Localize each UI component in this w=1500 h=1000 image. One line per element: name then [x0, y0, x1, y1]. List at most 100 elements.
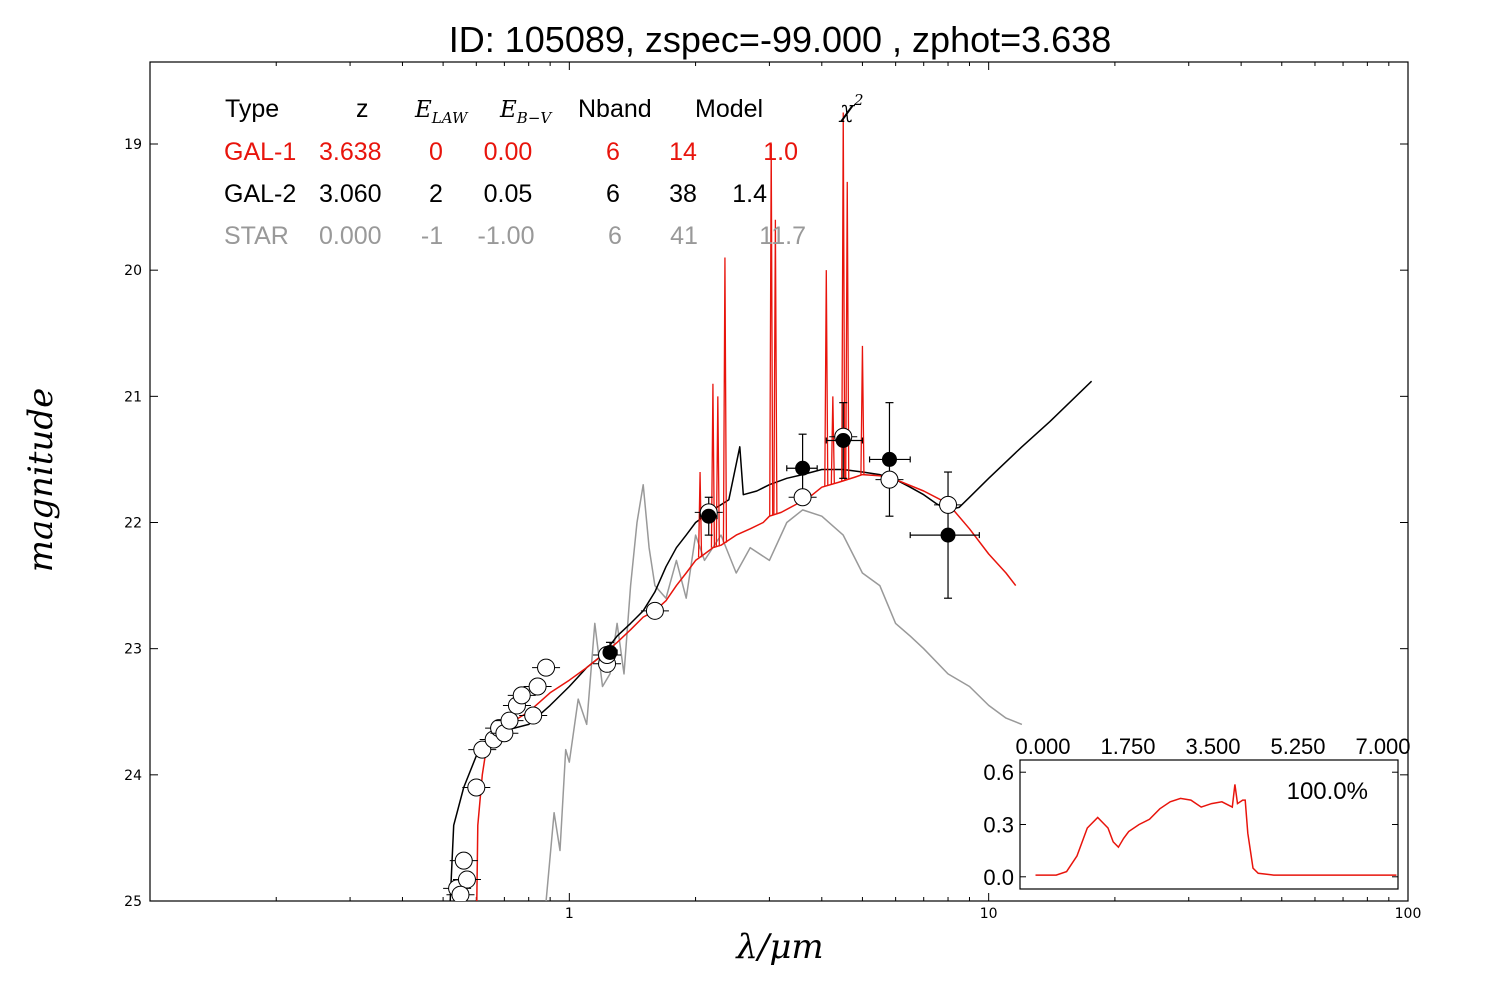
emission-line: [773, 219, 778, 515]
model-point: [793, 488, 812, 507]
y-tick-label: 23: [124, 642, 142, 658]
header-ebv: EB−V: [499, 97, 553, 127]
model-point: [454, 851, 473, 870]
model-point: [645, 601, 664, 620]
model-point: [473, 740, 492, 759]
inset-annotation: 100.0%: [1287, 778, 1368, 805]
table-row-star: STAR 0.000 -1 -1.00 6 41 11.7: [224, 222, 806, 250]
model-point: [528, 677, 547, 696]
emission-line: [824, 270, 829, 486]
model-point: [467, 778, 486, 797]
row-model: 14: [669, 138, 697, 166]
row-nband: 6: [608, 222, 622, 250]
emission-line: [769, 144, 774, 516]
row-type: GAL-2: [224, 180, 296, 208]
observed-point-marker: [835, 432, 851, 448]
inset-x-tick-label: 7.000: [1355, 734, 1410, 759]
row-elaw: -1: [421, 222, 443, 250]
inset-y-tick-label: 0.0: [983, 865, 1014, 890]
row-nband: 6: [606, 138, 620, 166]
inset-x-tick-label: 5.250: [1270, 734, 1325, 759]
table-row-gal1: GAL-1 3.638 0 0.00 6 14 1.0: [224, 138, 798, 166]
header-z: z: [356, 95, 369, 123]
row-ebv: -1.00: [478, 222, 535, 250]
observed-point-marker: [881, 451, 897, 467]
header-model: Model: [695, 95, 763, 123]
row-model: 38: [669, 180, 697, 208]
observed-point-marker: [940, 527, 956, 543]
model-point: [451, 885, 470, 901]
row-model: 41: [670, 222, 698, 250]
row-type: GAL-1: [224, 138, 296, 166]
observed-point-marker: [701, 508, 717, 524]
header-chi-main: χ: [838, 97, 856, 123]
emission-line: [841, 112, 846, 481]
row-z: 3.638: [319, 138, 382, 166]
row-chi2: 1.0: [763, 138, 798, 166]
inset-x-tick-label: 3.500: [1185, 734, 1240, 759]
model-point: [880, 470, 899, 489]
fit-results-table: Type z ELAW EB−V Nband Model χ2 GAL-1 3.…: [224, 91, 863, 250]
emission-line: [845, 181, 850, 480]
header-ebv-sub: B−V: [516, 109, 554, 127]
y-tick-label: 24: [124, 768, 142, 784]
emission-line: [860, 345, 865, 475]
emission-line: [722, 257, 728, 543]
row-ebv: 0.00: [484, 138, 533, 166]
model-point: [457, 870, 476, 889]
observed-point-marker: [795, 460, 811, 476]
inset-curve: [1035, 784, 1397, 876]
row-type: STAR: [224, 222, 289, 250]
row-nband: 6: [606, 180, 620, 208]
row-chi2: 1.4: [732, 180, 767, 208]
inset-y-tick-label: 0.6: [983, 760, 1014, 785]
header-chi2: χ2: [838, 91, 863, 123]
model-point: [537, 658, 556, 677]
header-chi-sup: 2: [853, 91, 864, 109]
x-tick-label: 1: [565, 906, 574, 922]
x-tick-label: 10: [980, 906, 998, 922]
row-z: 3.060: [319, 180, 382, 208]
row-elaw: 0: [429, 138, 443, 166]
emission-line: [830, 396, 835, 485]
x-tick-label: 100: [1395, 906, 1422, 922]
inset-x-tick-label: 0.000: [1015, 734, 1070, 759]
y-axis-label: magnitude: [21, 388, 61, 573]
header-ebv-main: E: [499, 97, 517, 123]
model-point: [524, 706, 543, 725]
table-row-gal2: GAL-2 3.060 2 0.05 6 38 1.4: [224, 180, 767, 208]
y-tick-label: 22: [124, 516, 142, 532]
figure-title: ID: 105089, zspec=-99.000 , zphot=3.638: [449, 19, 1111, 60]
emission-line: [697, 472, 703, 558]
model-point: [939, 495, 958, 514]
y-tick-label: 19: [124, 137, 142, 153]
header-elaw: ELAW: [414, 97, 469, 127]
row-z: 0.000: [319, 222, 382, 250]
header-elaw-sub: LAW: [431, 109, 469, 127]
emission-line: [710, 383, 716, 548]
y-tick-label: 21: [124, 389, 142, 405]
y-tick-label: 20: [124, 263, 142, 279]
pdz-inset: 0.000 1.750 3.500 5.250 7.000 0.0 0.3 0.6 100.0…: [983, 734, 1410, 890]
inset-frame: [1019, 759, 1399, 890]
header-type: Type: [225, 95, 279, 123]
inset-x-tick-label: 1.750: [1100, 734, 1155, 759]
model-point: [512, 686, 531, 705]
inset-y-tick-label: 0.3: [983, 813, 1014, 838]
inset-pdz-line: [1035, 784, 1397, 876]
points-layer: [443, 402, 980, 901]
observed-point-marker: [602, 644, 618, 660]
emission-line: [715, 396, 720, 547]
x-axis-label: λ/μm: [734, 927, 823, 967]
row-elaw: 2: [429, 180, 443, 208]
row-chi2: 11.7: [759, 222, 806, 250]
row-ebv: 0.05: [484, 180, 533, 208]
y-tick-label: 25: [124, 894, 142, 910]
inset-ticks: [1020, 771, 1398, 878]
model-point: [500, 711, 519, 730]
header-elaw-main: E: [414, 97, 432, 123]
inset-tick-labels: 0.000 1.750 3.500 5.250 7.000 0.0 0.3 0.6: [983, 734, 1410, 890]
header-nband: Nband: [578, 95, 652, 123]
